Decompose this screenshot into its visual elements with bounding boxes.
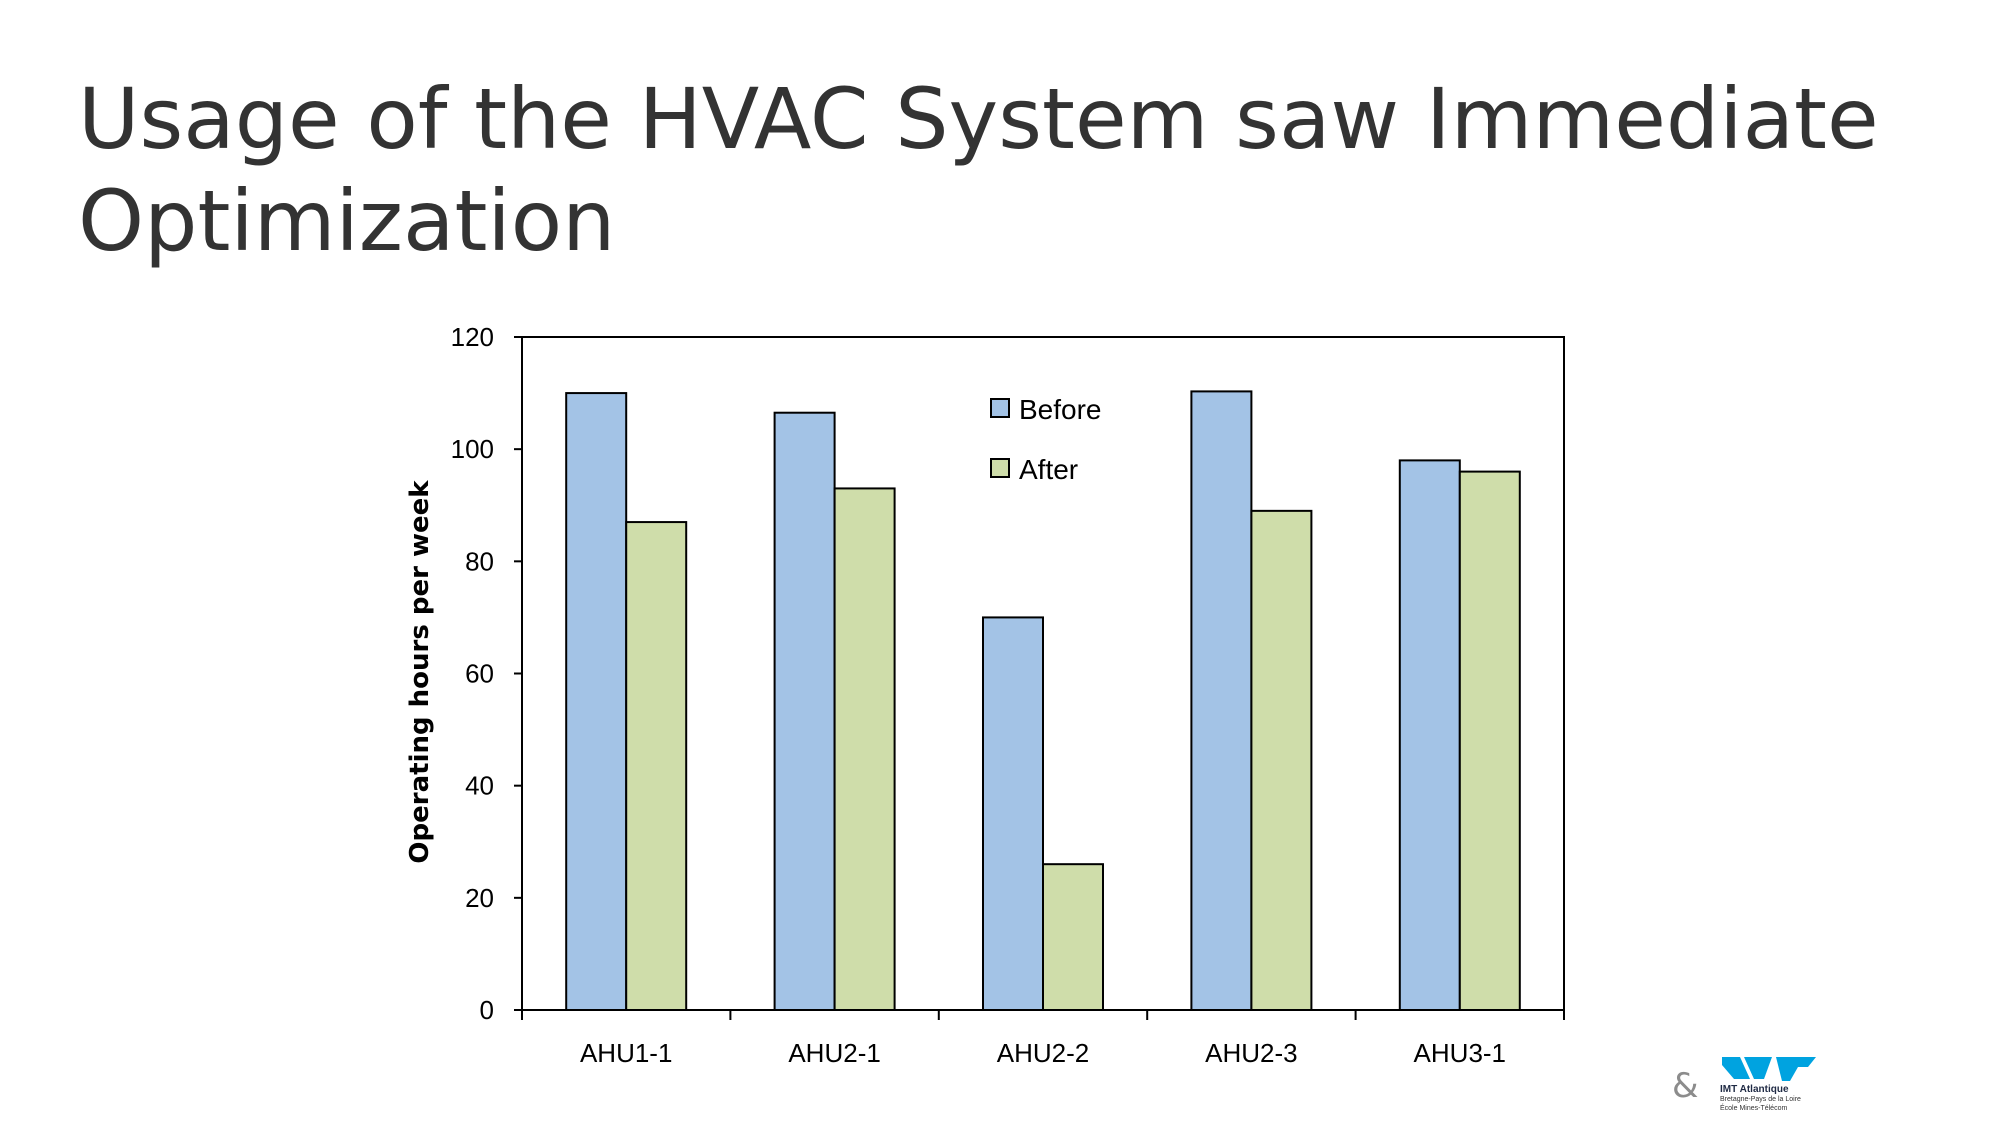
bar-after-ahu3-1 [1458,470,1521,1012]
x-tick-label: AHU3-1 [1414,1038,1506,1068]
y-tick-label: 120 [451,322,494,352]
legend-label-after: After [1019,454,1078,485]
bar-after-ahu1-1 [625,521,688,1011]
x-tick-label: AHU2-3 [1205,1038,1297,1068]
bar-before-ahu2-3 [1190,390,1253,1012]
logo-name: IMT Atlantique [1720,1084,1789,1095]
bar-after-ahu2-1 [833,487,896,1011]
footer-ampersand: & [1672,1066,1699,1106]
legend-label-before: Before [1019,394,1102,425]
y-tick-label: 20 [465,883,494,913]
logo-subtitle-2: École Mines-Télécom [1720,1105,1788,1112]
bars [565,390,1521,1012]
x-tick-label: AHU2-1 [788,1038,880,1068]
legend: Before After [990,394,1102,485]
y-tick-label: 60 [465,659,494,689]
y-axis-title: Operating hours per week [405,480,435,864]
bar-before-ahu2-2 [982,616,1044,1012]
bar-after-ahu2-2 [1042,863,1104,1012]
y-tick-label: 100 [451,434,494,464]
x-axis-ticks: AHU1-1 AHU2-1 AHU2-2 AHU2-3 AHU3-1 [521,1010,1565,1068]
imt-logo-mark [1722,1057,1816,1081]
y-tick-label: 0 [480,995,494,1025]
bar-before-ahu3-1 [1398,459,1461,1011]
legend-swatch-before [990,398,1010,418]
legend-swatch-after [990,458,1010,478]
imt-atlantique-logo: IMT Atlantique Bretagne-Pays de la Loire… [1720,1055,1840,1117]
x-tick-label: AHU1-1 [580,1038,672,1068]
y-axis-ticks: 0 20 40 60 80 100 120 [451,322,522,1025]
logo-subtitle-1: Bretagne-Pays de la Loire [1720,1096,1801,1103]
slide-title: Usage of the HVAC System saw Immediate O… [78,70,1879,270]
y-tick-label: 40 [465,771,494,801]
bar-after-ahu2-3 [1250,509,1313,1011]
y-tick-label: 80 [465,546,494,576]
bar-before-ahu1-1 [565,392,628,1012]
x-tick-label: AHU2-2 [997,1038,1089,1068]
bar-before-ahu2-1 [773,411,836,1011]
